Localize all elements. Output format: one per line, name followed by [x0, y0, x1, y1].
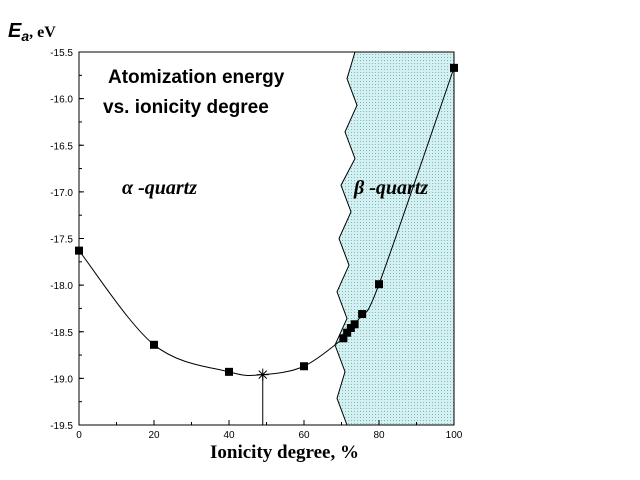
alpha-quartz-label: α -quartz	[122, 177, 197, 199]
x-tick-label: 40	[223, 430, 235, 441]
data-point	[300, 362, 308, 371]
alpha-text: -quartz	[133, 177, 197, 199]
data-point	[343, 328, 352, 337]
y-tick-label: -17.0	[50, 188, 73, 199]
y-tick-label: -15.5	[50, 48, 73, 59]
y-axis-unit: , eV	[29, 24, 56, 41]
data-point	[150, 340, 158, 349]
y-axis-label: Ea, eV	[8, 20, 56, 44]
x-tick-label: 80	[373, 430, 385, 441]
x-tick-label: 20	[148, 430, 160, 441]
axis-ticks: 0 20 40 60 80 100 -15.5 -16.0 -16.5 -17.0 -17.5 -18…	[50, 48, 463, 441]
x-tick-label: 100	[446, 430, 463, 441]
y-axis-symbol: E	[8, 20, 22, 42]
y-tick-label: -17.5	[50, 235, 73, 246]
minimum-marker	[256, 368, 269, 425]
beta-phase-region	[335, 52, 454, 425]
chart-title-line2: vs. ionicity degree	[103, 97, 269, 118]
beta-quartz-label: β -quartz	[353, 177, 428, 199]
y-tick-label: -19.5	[50, 421, 73, 432]
x-tick-label: 60	[298, 430, 310, 441]
minimum-asterisk	[258, 370, 268, 379]
phase-boundary	[334, 51, 358, 426]
y-tick-label: -18.5	[50, 328, 73, 339]
data-point	[225, 367, 233, 376]
data-points	[75, 63, 458, 376]
y-axis-subscript: a	[21, 28, 29, 44]
y-tick-label: -16.0	[50, 95, 73, 106]
chart-title-line1: Atomization energy	[108, 67, 285, 88]
data-point	[358, 310, 367, 319]
beta-symbol: β	[353, 177, 365, 199]
data-point	[75, 246, 83, 255]
data-point	[375, 280, 383, 289]
data-point	[350, 320, 359, 329]
data-point	[339, 334, 348, 343]
data-point	[450, 63, 458, 72]
x-tick-label: 0	[76, 430, 82, 441]
alpha-symbol: α	[122, 177, 134, 199]
beta-text: -quartz	[364, 177, 428, 199]
y-tick-label: -19.0	[50, 374, 73, 385]
y-tick-label: -16.5	[50, 141, 73, 152]
x-axis-label: Ionicity degree, %	[210, 442, 359, 463]
y-tick-label: -18.0	[50, 281, 73, 292]
